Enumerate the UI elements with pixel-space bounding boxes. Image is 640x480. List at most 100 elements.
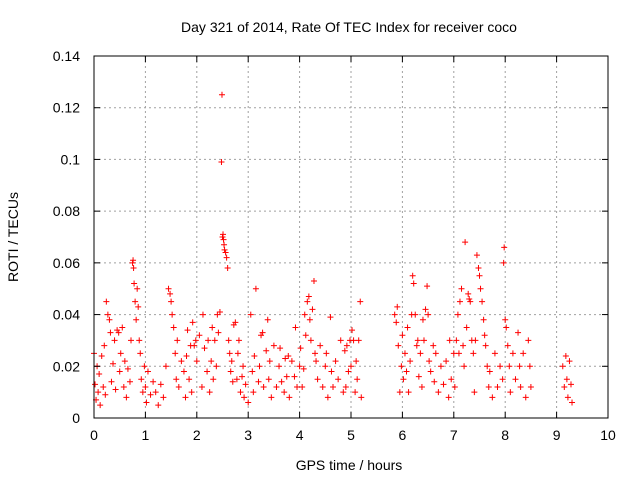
data-point — [353, 358, 360, 365]
data-point — [527, 383, 534, 390]
data-point — [134, 285, 141, 292]
data-point — [440, 381, 447, 388]
data-point — [211, 337, 218, 344]
data-point — [137, 350, 144, 357]
data-point — [461, 363, 468, 370]
data-point — [486, 368, 493, 375]
data-point — [106, 316, 113, 323]
data-point — [273, 383, 280, 390]
data-point — [129, 259, 136, 266]
data-point — [264, 316, 271, 323]
data-point — [417, 350, 424, 357]
data-point — [241, 394, 248, 401]
data-point — [355, 337, 362, 344]
data-point — [304, 298, 311, 305]
data-point — [410, 280, 417, 287]
data-point — [430, 342, 437, 349]
data-point — [198, 383, 205, 390]
data-point — [559, 363, 566, 370]
data-point — [399, 332, 406, 339]
data-point — [394, 303, 401, 310]
y-tick-label: 0.02 — [53, 358, 80, 374]
data-point — [205, 337, 212, 344]
data-point — [227, 368, 234, 375]
data-point — [115, 329, 122, 336]
data-point — [220, 236, 227, 243]
data-point — [247, 311, 254, 318]
data-point — [265, 376, 272, 383]
data-point — [124, 365, 131, 372]
data-point — [182, 394, 189, 401]
data-point — [119, 324, 126, 331]
data-point — [110, 360, 117, 367]
data-point — [567, 381, 574, 388]
data-point — [525, 337, 532, 344]
grid — [94, 56, 608, 418]
data-point — [323, 350, 330, 357]
data-point — [489, 394, 496, 401]
data-point — [564, 394, 571, 401]
data-point — [218, 91, 225, 98]
data-point — [138, 376, 145, 383]
data-point — [97, 402, 104, 409]
data-point — [345, 368, 352, 375]
data-point — [566, 358, 573, 365]
data-point — [422, 306, 429, 313]
data-point — [189, 319, 196, 326]
data-point — [418, 383, 425, 390]
data-point — [393, 319, 400, 326]
data-point — [292, 324, 299, 331]
data-point — [403, 368, 410, 375]
data-point — [432, 350, 439, 357]
data-point — [507, 389, 514, 396]
data-point — [437, 363, 444, 370]
data-point — [281, 389, 288, 396]
data-point — [456, 298, 463, 305]
data-point — [504, 342, 511, 349]
data-point — [569, 399, 576, 406]
axis-ticks — [93, 55, 609, 419]
data-point — [446, 337, 453, 344]
data-point — [233, 376, 240, 383]
data-point — [240, 363, 247, 370]
data-point — [256, 363, 263, 370]
data-point — [263, 347, 270, 354]
data-point — [150, 378, 157, 385]
data-point — [222, 249, 229, 256]
data-point — [144, 368, 151, 375]
data-point — [116, 368, 123, 375]
x-tick-label: 0 — [90, 427, 98, 443]
data-point — [396, 389, 403, 396]
data-point — [224, 265, 231, 272]
data-point — [173, 376, 180, 383]
data-point — [491, 350, 498, 357]
data-point — [484, 363, 491, 370]
data-point — [451, 383, 458, 390]
data-point — [424, 283, 431, 290]
data-point — [255, 378, 262, 385]
data-point — [285, 352, 292, 359]
data-point — [155, 402, 162, 409]
x-tick-label: 1 — [142, 427, 150, 443]
data-point — [142, 383, 149, 390]
data-point — [343, 342, 350, 349]
data-point — [225, 337, 232, 344]
data-point — [497, 363, 504, 370]
data-point — [237, 389, 244, 396]
data-point — [112, 386, 119, 393]
data-point — [100, 383, 107, 390]
data-point — [450, 350, 457, 357]
data-point — [131, 280, 138, 287]
data-point — [277, 345, 284, 352]
data-point — [309, 306, 316, 313]
y-tick-label: 0.14 — [53, 48, 80, 64]
data-point — [443, 358, 450, 365]
data-point — [322, 363, 329, 370]
data-point — [481, 332, 488, 339]
data-point — [301, 311, 308, 318]
data-point — [503, 324, 510, 331]
data-point — [193, 358, 200, 365]
data-point — [249, 368, 256, 375]
data-point — [425, 311, 432, 318]
data-point — [335, 376, 342, 383]
